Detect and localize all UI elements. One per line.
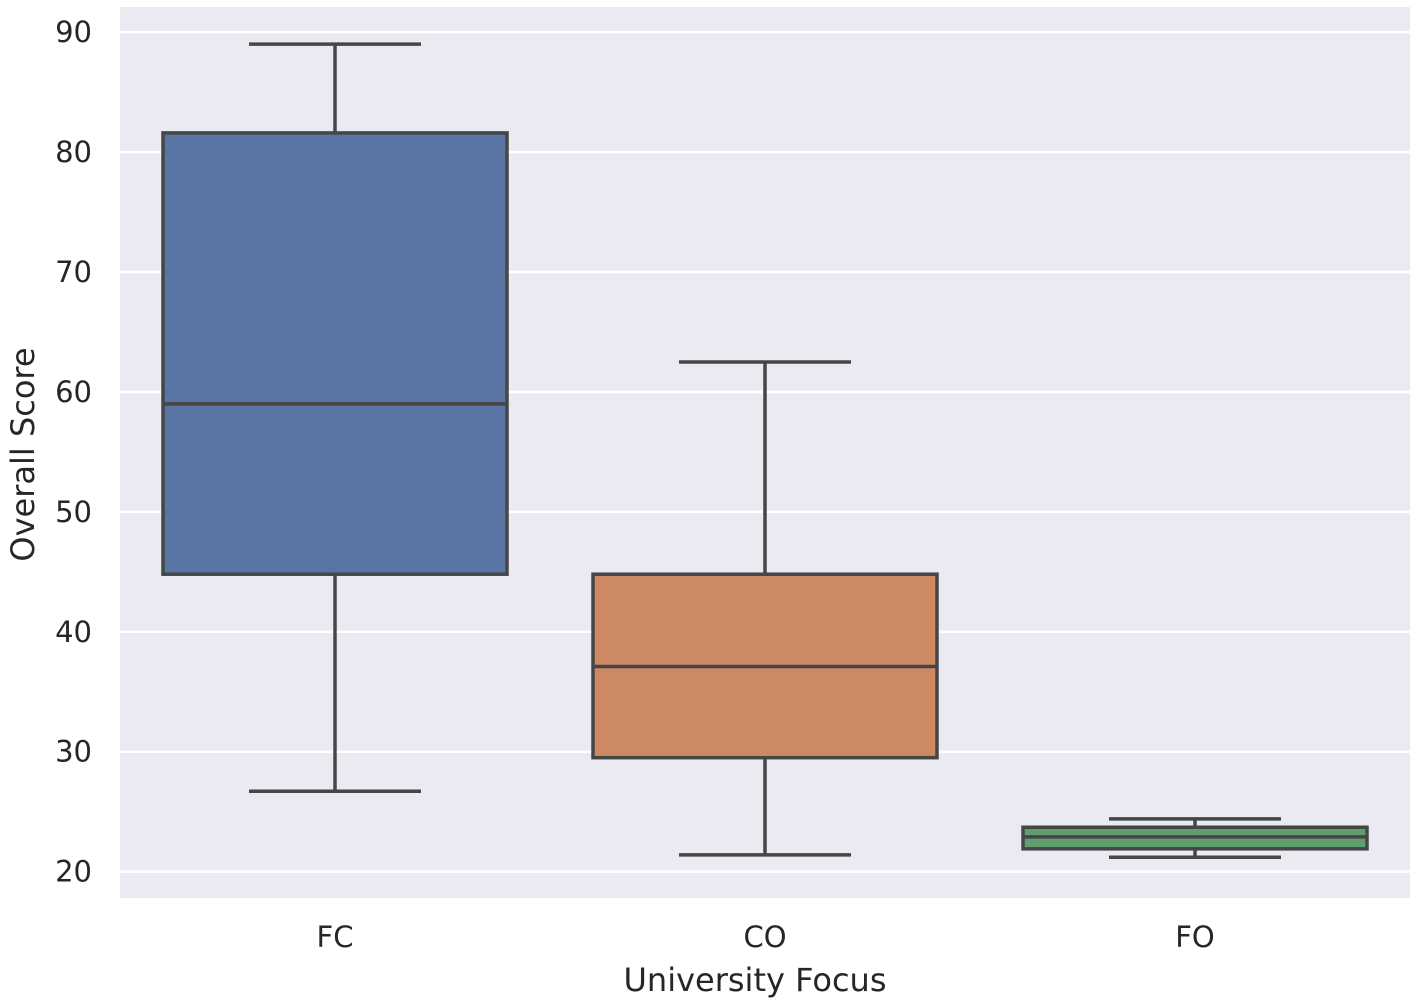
y-axis-label: Overall Score xyxy=(4,347,42,561)
x-tick-label-fc: FC xyxy=(317,920,354,954)
x-tick-label-co: CO xyxy=(743,920,786,954)
boxes-layer xyxy=(161,42,1369,859)
x-axis-ticks: FC CO FO xyxy=(317,920,1215,954)
y-axis-ticks: 20 30 40 50 60 70 80 90 xyxy=(55,15,92,888)
y-tick-label-40: 40 xyxy=(55,615,92,649)
y-tick-label-50: 50 xyxy=(55,495,92,529)
x-tick-label-fo: FO xyxy=(1175,920,1215,954)
y-tick-label-20: 20 xyxy=(55,855,92,889)
y-tick-label-60: 60 xyxy=(55,375,92,409)
y-tick-label-90: 90 xyxy=(55,15,92,49)
iqr-box-fc xyxy=(161,131,509,576)
x-axis-label: University Focus xyxy=(624,961,887,999)
box-fo xyxy=(1021,817,1369,859)
y-tick-label-80: 80 xyxy=(55,135,92,169)
y-tick-label-70: 70 xyxy=(55,255,92,289)
box-co xyxy=(591,360,939,857)
box-fc xyxy=(161,42,509,794)
y-tick-label-30: 30 xyxy=(55,735,92,769)
